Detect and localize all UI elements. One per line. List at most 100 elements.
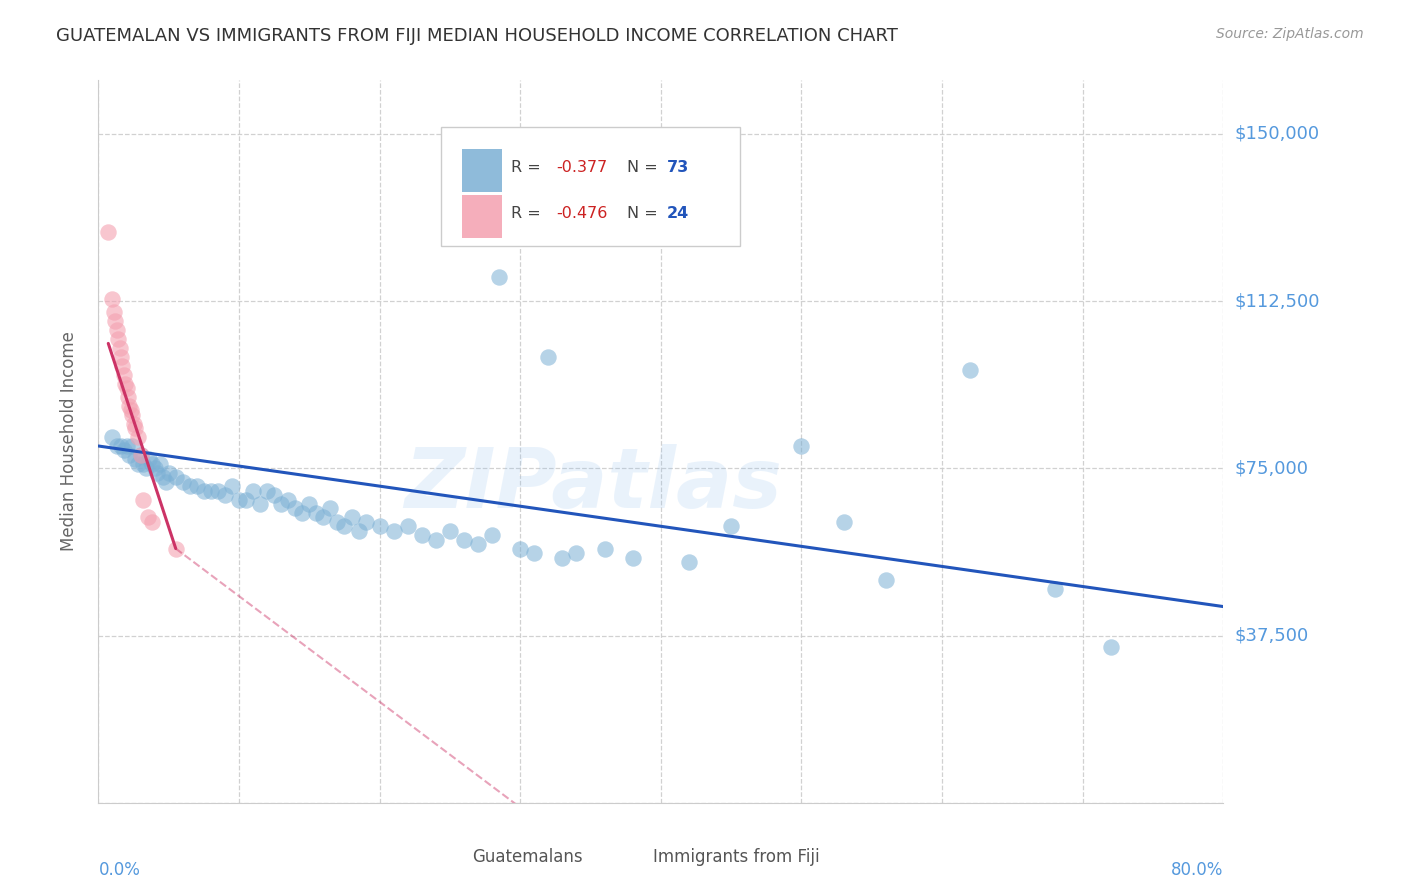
Point: [143, 461, 166, 475]
FancyBboxPatch shape: [441, 128, 740, 246]
Point: [115, 381, 138, 395]
Text: Source: ZipAtlas.com: Source: ZipAtlas.com: [1216, 27, 1364, 41]
Point: [129, 448, 152, 462]
Text: $37,500: $37,500: [1234, 626, 1309, 645]
Point: [1099, 640, 1122, 654]
Point: [340, 510, 363, 524]
Point: [157, 466, 180, 480]
Point: [135, 461, 157, 475]
Text: Guatemalans: Guatemalans: [472, 848, 582, 866]
Point: [141, 515, 163, 529]
Point: [832, 515, 855, 529]
Point: [537, 350, 560, 364]
Text: $75,000: $75,000: [1234, 459, 1309, 477]
Point: [411, 528, 433, 542]
Point: [165, 470, 187, 484]
Text: Immigrants from Fiji: Immigrants from Fiji: [652, 848, 820, 866]
Point: [256, 483, 278, 498]
Point: [155, 475, 177, 489]
Point: [1043, 582, 1066, 596]
Point: [221, 479, 243, 493]
Point: [115, 439, 138, 453]
Point: [165, 541, 187, 556]
Text: $150,000: $150,000: [1234, 125, 1319, 143]
Point: [138, 452, 160, 467]
Point: [110, 439, 132, 453]
Point: [141, 457, 163, 471]
Point: [425, 533, 447, 547]
Point: [326, 515, 349, 529]
Text: 73: 73: [666, 160, 689, 175]
Point: [488, 269, 510, 284]
Point: [146, 466, 169, 480]
Point: [127, 430, 149, 444]
Point: [122, 417, 145, 431]
Point: [333, 519, 356, 533]
Point: [959, 363, 981, 377]
Point: [270, 497, 292, 511]
Point: [179, 479, 201, 493]
Point: [439, 524, 461, 538]
Point: [124, 421, 146, 435]
Point: [112, 368, 135, 382]
Point: [551, 550, 574, 565]
Point: [112, 443, 135, 458]
Point: [132, 457, 155, 471]
Point: [117, 390, 139, 404]
Point: [214, 488, 236, 502]
Point: [312, 510, 335, 524]
Point: [101, 292, 124, 306]
Point: [129, 448, 152, 462]
Point: [249, 497, 271, 511]
Text: $112,500: $112,500: [1234, 292, 1320, 310]
Point: [354, 515, 377, 529]
Text: 80.0%: 80.0%: [1171, 861, 1223, 879]
Point: [118, 399, 141, 413]
FancyBboxPatch shape: [427, 847, 467, 871]
Point: [523, 546, 546, 560]
Point: [111, 359, 134, 373]
Point: [193, 483, 215, 498]
Point: [467, 537, 489, 551]
Point: [127, 457, 149, 471]
Point: [298, 497, 321, 511]
FancyBboxPatch shape: [607, 847, 647, 871]
Point: [121, 408, 143, 422]
Point: [186, 479, 208, 493]
Point: [149, 457, 172, 471]
Point: [396, 519, 419, 533]
Point: [207, 483, 229, 498]
Point: [235, 492, 257, 507]
Point: [720, 519, 742, 533]
Point: [172, 475, 194, 489]
Point: [347, 524, 370, 538]
Point: [790, 439, 813, 453]
Point: [678, 555, 700, 569]
Point: [118, 448, 141, 462]
Point: [382, 524, 405, 538]
FancyBboxPatch shape: [461, 195, 502, 237]
Text: -0.476: -0.476: [557, 206, 607, 220]
Point: [305, 506, 328, 520]
Point: [621, 550, 644, 565]
Point: [152, 470, 174, 484]
Point: [875, 573, 897, 587]
Point: [124, 452, 146, 467]
Text: R =: R =: [512, 206, 546, 220]
Point: [593, 541, 616, 556]
Point: [105, 439, 128, 453]
Text: R =: R =: [512, 160, 546, 175]
Text: N =: N =: [627, 206, 664, 220]
Point: [263, 488, 285, 502]
Point: [110, 350, 132, 364]
Point: [107, 332, 129, 346]
Text: 24: 24: [666, 206, 689, 220]
Point: [200, 483, 222, 498]
Point: [103, 305, 125, 319]
Point: [120, 403, 142, 417]
Point: [565, 546, 588, 560]
Point: [284, 501, 307, 516]
Text: ZIPatlas: ZIPatlas: [405, 444, 782, 525]
Text: N =: N =: [627, 160, 664, 175]
Point: [277, 492, 299, 507]
